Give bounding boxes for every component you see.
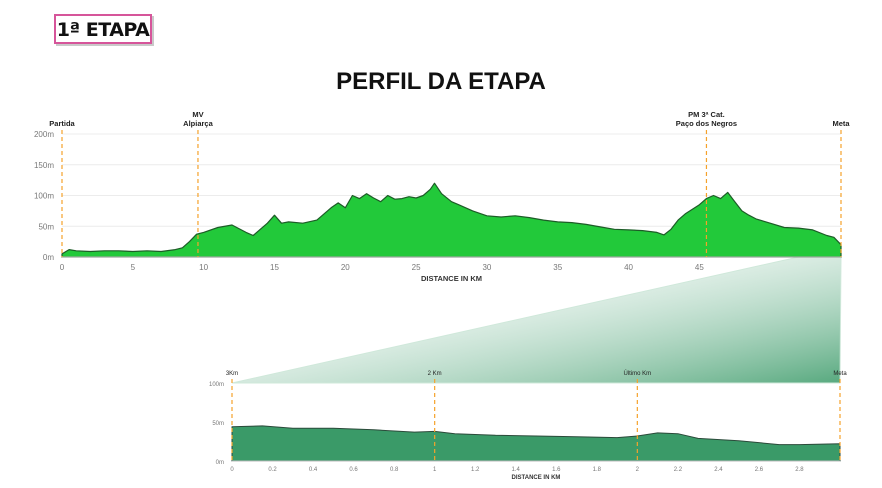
y-tick-label: 0m	[43, 253, 54, 262]
marker-label: 3Km	[226, 371, 238, 377]
x-tick-label: 20	[341, 263, 350, 272]
marker-label: Último Km	[623, 370, 651, 377]
marker-label: 2 Km	[428, 371, 442, 377]
x-tick-label: 15	[270, 263, 279, 272]
y-tick-label: 100m	[34, 192, 54, 201]
marker-label: PM 3ª Cat.	[688, 110, 725, 119]
y-tick-label: 100m	[209, 382, 224, 388]
final-km-elevation-chart: 0m 50m 100m 0 0.2 0.4 0.6 0.8 1 1.2 1.4 1.6 1.8 2 2.2 2…	[209, 370, 847, 481]
x-tick-label: 1.6	[552, 467, 561, 473]
stage-badge: 1ª ETAPA	[54, 14, 152, 44]
marker-label: Paço dos Negros	[676, 119, 737, 128]
x-tick-label: 35	[553, 263, 562, 272]
x-tick-label: 1.2	[471, 467, 480, 473]
x-tick-label: 2.2	[674, 467, 683, 473]
zoom-wedge	[231, 256, 842, 384]
stage-label: 1ª ETAPA	[56, 19, 150, 41]
y-tick-label: 50m	[212, 421, 224, 427]
y-tick-label: 50m	[38, 222, 54, 231]
x-tick-label: 0.6	[349, 467, 358, 473]
y-tick-label: 0m	[216, 460, 224, 466]
x-tick-label: 1	[433, 467, 437, 473]
marker-label: Meta	[833, 371, 847, 377]
x-axis-label: DISTANCE IN KM	[421, 274, 482, 283]
x-tick-label: 2	[636, 467, 640, 473]
x-tick-label: 40	[624, 263, 633, 272]
marker-label: MV	[192, 110, 203, 119]
x-tick-label: 0	[60, 263, 65, 272]
x-tick-label: 0.2	[268, 467, 277, 473]
x-tick-label: 2.6	[755, 467, 764, 473]
main-elevation-chart: 0m 50m 100m 150m 200m 0 5 10 15 20 25 30 35 40 45 DISTA…	[34, 110, 850, 283]
y-tick-label: 200m	[34, 130, 54, 139]
x-tick-label: 1.8	[593, 467, 602, 473]
marker-label: Partida	[49, 119, 75, 128]
elevation-area	[61, 182, 842, 258]
x-tick-label: 0.4	[309, 467, 318, 473]
x-tick-label: 2.4	[714, 467, 723, 473]
zoom-connector	[231, 256, 842, 384]
x-tick-label: 25	[412, 263, 421, 272]
x-tick-label: 0.8	[390, 467, 399, 473]
x-tick-label: 5	[131, 263, 136, 272]
x-tick-label: 10	[199, 263, 208, 272]
x-tick-label: 1.4	[512, 467, 521, 473]
elevation-area	[231, 425, 841, 462]
x-tick-label: 2.8	[795, 467, 804, 473]
marker-label: Alpiarça	[183, 119, 213, 128]
page-title: PERFIL DA ETAPA	[336, 68, 546, 95]
marker-label: Meta	[832, 119, 850, 128]
x-tick-label: 45	[695, 263, 704, 272]
y-tick-label: 150m	[34, 161, 54, 170]
x-tick-label: 0	[230, 467, 234, 473]
x-tick-label: 30	[482, 263, 491, 272]
x-axis-label: DISTANCE IN KM	[512, 475, 561, 481]
